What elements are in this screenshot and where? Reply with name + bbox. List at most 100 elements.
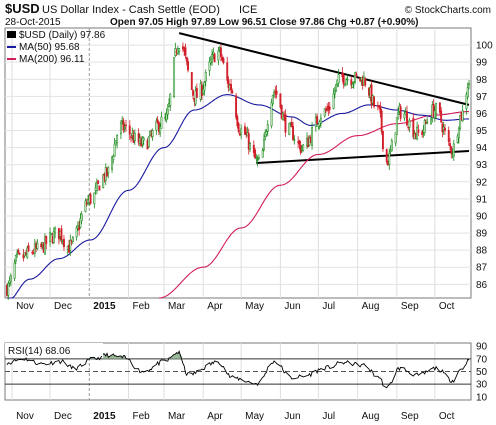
candle-body [254,150,255,158]
y-tick-label: 96 [476,109,488,120]
candle-body [325,110,326,111]
candle-body [396,118,397,135]
candle-body [343,75,344,84]
candle-body [292,126,293,140]
candle-body [289,124,290,135]
candle-body [72,237,73,241]
candle-body [386,150,387,162]
candle-body [406,111,407,125]
candle-body [99,186,100,190]
candle-body [333,94,334,109]
x-tick-label: Mar [168,301,186,312]
candle-body [316,116,317,124]
candle-body [294,140,295,141]
candle-body [424,120,425,132]
candle-body [85,201,86,211]
candle-body [257,160,258,161]
candle-body [192,90,193,95]
candle-body [10,276,11,282]
candle-body [462,111,463,121]
y-tick-label: 99 [476,58,488,69]
candle-body [220,48,221,57]
candle-body [81,214,82,221]
legend-ma200: MA(200) 96.11 [19,54,85,65]
price-panel [5,28,471,298]
candle-body [94,193,95,204]
candle-body [382,131,383,149]
candle-body [352,84,353,87]
candle-body [451,147,452,154]
candle-body [152,130,153,136]
x-tick-label: Nov [16,411,34,422]
chart-date: 28-Oct-2015 [5,17,61,28]
y-tick-label: 91 [476,194,488,205]
candle-body [148,137,149,147]
candle-body [449,143,450,146]
candle-body [235,96,236,118]
candle-body [61,229,62,240]
candle-body [249,143,250,149]
candle-body [129,126,130,134]
candle-body [51,233,52,234]
candle-body [185,48,186,56]
candle-body [211,54,212,62]
candle-body [143,138,144,140]
candle-body [263,139,264,149]
rsi-y-tick-label: 90 [476,342,488,353]
x-tick-label: May [245,301,264,312]
x-tick-label: Sep [401,301,419,312]
candle-body [400,107,401,119]
rsi-label: RSI(14) 68.06 [8,346,71,357]
candle-body [134,133,135,141]
candle-body [116,135,117,142]
candle-body [397,113,398,115]
candle-body [441,111,442,122]
candle-body [108,167,109,173]
candle-body [418,130,419,132]
candle-body [458,129,459,138]
candle-body [335,84,336,90]
x-tick-label: Dec [54,411,72,422]
candle-body [381,111,382,131]
candle-body [19,253,20,254]
candle-body [356,74,357,76]
candle-body [241,129,242,135]
chart-symbol: $USD [5,1,40,16]
candle-body [373,97,374,106]
candle-body [271,102,272,126]
candle-body [97,181,98,184]
candle-body [8,283,9,295]
x-tick-label: Dec [54,301,72,312]
x-tick-label: May [245,411,264,422]
y-tick-label: 92 [476,177,488,188]
candle-body [186,57,187,61]
candle-body [28,246,29,251]
candle-body [453,144,454,156]
candle-body [214,54,215,62]
candle-body [232,91,233,93]
candle-body [218,51,219,60]
candle-body [230,84,231,90]
stockcharts-watermark: © StockCharts.com [405,5,491,16]
candle-body [114,144,115,156]
candle-body [90,194,91,203]
rsi-y-tick-label: 10 [476,392,488,403]
rsi-y-tick-label: 50 [476,367,488,378]
x-tick-label: Sep [401,411,419,422]
chart-instrument-name: US Dollar Index - Cash Settle (EOD) [42,4,220,16]
candle-body [448,130,449,141]
candle-body [276,91,277,94]
x-tick-label: Apr [207,411,223,422]
rsi-legend: RSI(14) 68.06 [5,343,103,357]
candle-body [347,79,348,80]
candle-body [166,114,167,120]
x-tick-label: Oct [439,411,455,422]
candle-body [329,107,330,109]
candle-body [46,236,47,243]
candle-body [96,183,97,191]
x-tick-label: 2015 [93,411,116,422]
candle-body [170,94,171,105]
y-tick-label: 98 [476,75,488,86]
candle-body [16,253,17,254]
candle-body [334,91,335,94]
